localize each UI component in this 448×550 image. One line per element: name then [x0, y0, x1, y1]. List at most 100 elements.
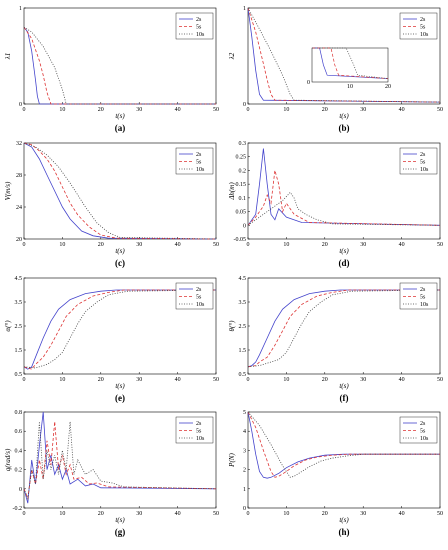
y-tick-label: 20	[16, 237, 22, 243]
legend-label-2s: 2s	[196, 421, 202, 427]
x-tick-label: 20	[98, 511, 104, 517]
x-tick-label: 10	[59, 511, 65, 517]
y-tick-label: -0.2	[13, 506, 23, 512]
x-tick-label: 50	[437, 377, 443, 383]
y-tick-label: 0.5	[15, 372, 23, 378]
y-tick-label: 0.15	[236, 182, 247, 188]
legend-label-2s: 2s	[196, 287, 202, 293]
y-tick-label: 1.5	[15, 348, 23, 354]
x-tick-label: 50	[437, 107, 443, 113]
panel-label: (c)	[115, 258, 125, 268]
legend-label-5s: 5s	[196, 160, 202, 166]
x-tick-label: 40	[399, 107, 405, 113]
legend-label-2s: 2s	[420, 17, 426, 23]
legend-label-5s: 5s	[420, 429, 426, 435]
series-line-10s	[23, 421, 217, 500]
x-tick-label: 50	[213, 107, 219, 113]
x-tick-label: 40	[399, 377, 405, 383]
legend-label-10s: 10s	[420, 436, 429, 442]
x-tick-label: 0	[247, 107, 250, 113]
panel-label: (b)	[339, 123, 350, 133]
legend-label-2s: 2s	[420, 152, 426, 158]
x-tick-label: 30	[360, 377, 366, 383]
x-tick-label: 0	[23, 107, 26, 113]
y-tick-label: 2	[243, 468, 246, 474]
series-line-10s	[247, 289, 441, 368]
x-tick-label: 40	[175, 242, 181, 248]
inset-x-tick: 20	[385, 84, 391, 90]
series-line-5s	[247, 7, 441, 103]
x-axis-label: t(s)	[115, 382, 125, 390]
y-axis-label: λ2	[228, 52, 236, 60]
legend-label-10s: 10s	[196, 167, 205, 173]
y-tick-label: 0.4	[15, 448, 23, 454]
y-tick-label: 0.3	[239, 141, 247, 147]
legend-box	[399, 416, 438, 444]
x-tick-label: 0	[23, 377, 26, 383]
y-tick-label: 0.2	[15, 468, 23, 474]
panel-label: (g)	[115, 527, 126, 537]
x-tick-label: 30	[360, 107, 366, 113]
y-tick-label: 0.6	[15, 429, 23, 435]
x-tick-label: 10	[283, 511, 289, 517]
legend-label-5s: 5s	[420, 160, 426, 166]
x-tick-label: 30	[136, 511, 142, 517]
x-tick-label: 30	[136, 242, 142, 248]
series-line-2s	[247, 411, 440, 479]
x-axis-label: t(s)	[115, 112, 125, 120]
series-line-2s	[23, 411, 217, 504]
legend-label-5s: 5s	[420, 295, 426, 301]
x-tick-label: 0	[247, 242, 250, 248]
legend-box	[399, 147, 438, 175]
x-tick-label: 40	[175, 377, 181, 383]
legend-box	[175, 147, 214, 175]
legend-label-2s: 2s	[196, 17, 202, 23]
y-tick-label: 3	[243, 448, 246, 454]
legend-box	[175, 12, 214, 40]
x-tick-label: 30	[360, 511, 366, 517]
x-tick-label: 20	[322, 242, 328, 248]
series-line-2s	[23, 142, 217, 240]
x-tick-label: 0	[247, 511, 250, 517]
y-tick-label: -0.05	[234, 237, 247, 243]
x-tick-label: 30	[136, 107, 142, 113]
y-tick-label: 5	[243, 410, 246, 416]
series-line-2s	[23, 26, 216, 105]
x-tick-label: 0	[23, 242, 26, 248]
series-line-10s	[247, 7, 441, 103]
x-tick-label: 10	[283, 107, 289, 113]
y-tick-label: 0	[19, 102, 22, 108]
x-tick-label: 10	[283, 242, 289, 248]
legend-label-2s: 2s	[196, 152, 202, 158]
y-axis-label: λ1	[4, 53, 12, 61]
legend-label-5s: 5s	[196, 295, 202, 301]
x-tick-label: 20	[98, 377, 104, 383]
y-tick-label: 32	[16, 141, 22, 147]
inset-x-tick: 10	[347, 84, 353, 90]
y-tick-label: 0.1	[239, 196, 247, 202]
series-line-2s	[247, 148, 441, 226]
x-tick-label: 20	[322, 511, 328, 517]
x-tick-label: 40	[175, 107, 181, 113]
legend-label-10s: 10s	[196, 302, 205, 308]
y-tick-label: 4.5	[15, 276, 23, 282]
series-line-5s	[23, 142, 217, 240]
legend-label-5s: 5s	[420, 25, 426, 31]
y-tick-label: 0	[243, 102, 246, 108]
y-tick-label: 0	[243, 506, 246, 512]
x-tick-label: 30	[360, 242, 366, 248]
inset-y-tick: 0	[307, 80, 310, 86]
x-tick-label: 20	[322, 107, 328, 113]
x-tick-label: 20	[98, 107, 104, 113]
legend-label-2s: 2s	[420, 421, 426, 427]
x-tick-label: 10	[59, 242, 65, 248]
y-axis-label: Δh(m)	[228, 182, 236, 201]
y-tick-label: 2.5	[239, 324, 247, 330]
y-tick-label: 0	[19, 487, 22, 493]
x-axis-label: t(s)	[339, 247, 349, 255]
legend-box	[175, 416, 214, 444]
legend-label-2s: 2s	[420, 287, 426, 293]
panel-label: (h)	[339, 527, 350, 537]
legend-label-10s: 10s	[420, 32, 429, 38]
